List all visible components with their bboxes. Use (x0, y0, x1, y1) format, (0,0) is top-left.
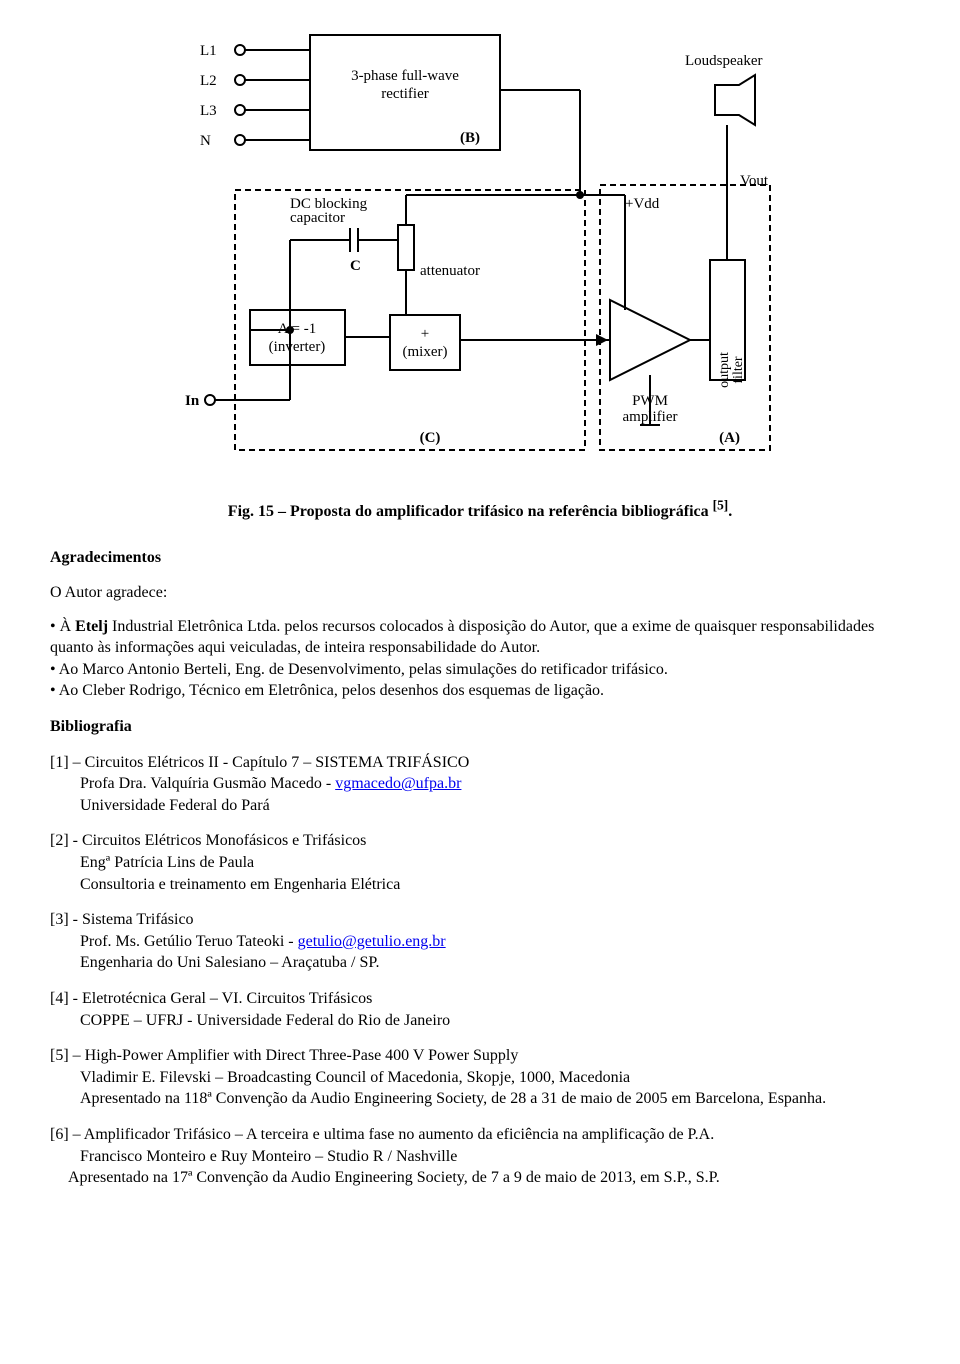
ref-1: [1] – Circuitos Elétricos II - Capítulo … (50, 752, 910, 817)
ref-6: [6] – Amplificador Trifásico – A terceir… (50, 1124, 910, 1189)
caption-prefix: Fig. 15 – Proposta do amplificador trifá… (228, 503, 713, 520)
ref-4: [4] - Eletrotécnica Geral – VI. Circuito… (50, 988, 910, 1031)
svg-text:In: In (185, 393, 200, 409)
svg-text:C: C (350, 258, 361, 274)
ref3-link[interactable]: getulio@getulio.eng.br (298, 933, 446, 950)
svg-text:+Vdd: +Vdd (625, 196, 660, 212)
svg-text:(C): (C) (420, 430, 441, 446)
section-bibliografia: Bibliografia (50, 716, 910, 738)
figure-caption: Fig. 15 – Proposta do amplificador trifá… (50, 497, 910, 523)
svg-text:(B): (B) (460, 130, 480, 146)
svg-text:Loudspeaker: Loudspeaker (685, 53, 762, 69)
ref1-link[interactable]: vgmacedo@ufpa.br (335, 775, 461, 792)
svg-text:N: N (200, 133, 211, 149)
svg-text:Vout: Vout (740, 173, 769, 189)
caption-suffix: . (728, 503, 732, 520)
svg-text:L1: L1 (200, 43, 217, 59)
ref-3: [3] - Sistema Trifásico Prof. Ms. Getúli… (50, 909, 910, 974)
svg-text:attenuator: attenuator (420, 263, 480, 279)
svg-text:(inverter): (inverter) (269, 339, 326, 355)
svg-text:L3: L3 (200, 103, 217, 119)
circuit-diagram: L1L2L3N3-phase full-waverectifier(B)(C)D… (180, 30, 780, 487)
caption-sup: [5] (713, 498, 729, 513)
svg-text:(A): (A) (719, 430, 740, 446)
svg-text:(mixer): (mixer) (403, 344, 448, 360)
svg-text:3-phase full-wave: 3-phase full-wave (351, 68, 459, 84)
svg-text:output: output (717, 352, 732, 388)
diagram-svg: L1L2L3N3-phase full-waverectifier(B)(C)D… (180, 30, 780, 480)
svg-text:capacitor: capacitor (290, 210, 345, 226)
ref-2: [2] - Circuitos Elétricos Monofásicos e … (50, 830, 910, 895)
ref-5: [5] – High-Power Amplifier with Direct T… (50, 1045, 910, 1110)
section-agradecimentos: Agradecimentos (50, 547, 910, 569)
svg-text:+: + (421, 326, 429, 342)
svg-text:rectifier: rectifier (381, 86, 428, 102)
ack-bullet-1: • À Etelj Industrial Eletrônica Ltda. pe… (50, 616, 910, 702)
svg-text:L2: L2 (200, 73, 217, 89)
svg-text:filter: filter (731, 356, 746, 384)
autor-agradece: O Autor agradece: (50, 582, 910, 604)
